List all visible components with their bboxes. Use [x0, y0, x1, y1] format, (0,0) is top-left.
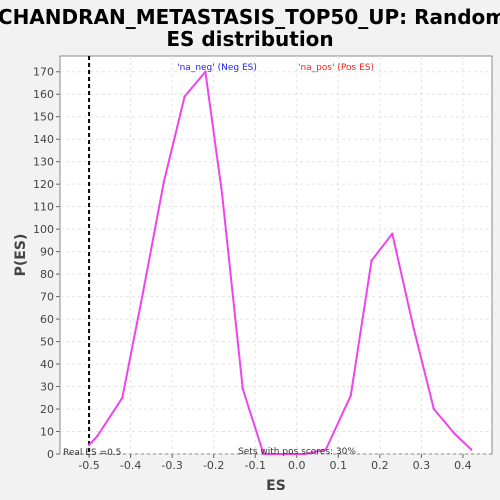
data-point	[411, 324, 415, 328]
data-point	[220, 191, 224, 195]
data-point	[87, 443, 91, 447]
x-tick-label: 0.1	[330, 459, 348, 472]
data-point	[349, 394, 352, 397]
y-tick-label: 140	[33, 133, 54, 146]
grid-lines	[60, 56, 492, 455]
x-tick-label: -0.4	[120, 459, 141, 472]
data-point	[204, 70, 207, 73]
data-point	[283, 452, 286, 456]
y-tick-label: 100	[33, 223, 54, 236]
y-tick-label: 90	[40, 246, 54, 259]
data-point	[121, 396, 124, 399]
y-tick-label: 160	[33, 88, 54, 101]
data-point	[370, 259, 373, 262]
x-tick-label: -0.2	[203, 459, 224, 472]
y-tick-label: 20	[40, 403, 54, 416]
y-tick-label: 70	[40, 291, 54, 304]
x-axis-ticks: -0.5 -0.4 -0.3 -0.2 -0.1 0.0 0.1 0.2 0.3 0.4	[78, 454, 472, 472]
y-tick-label: 130	[33, 156, 54, 169]
data-point	[470, 448, 473, 451]
y-tick-label: 0	[47, 448, 54, 461]
x-tick-label: 0.4	[454, 459, 472, 472]
x-tick-label: 0.3	[413, 459, 431, 472]
y-tick-label: 60	[40, 313, 54, 326]
data-point	[303, 452, 307, 456]
chart-title-line-2: ES distribution	[166, 27, 333, 51]
pos-scores-note: Sets with pos scores: 30%	[238, 447, 356, 457]
y-tick-label: 10	[40, 426, 54, 439]
data-point	[391, 232, 394, 235]
y-tick-label: 80	[40, 268, 54, 281]
y-tick-label: 170	[33, 66, 54, 79]
y-axis-ticks: 0 10 20 30 40 50 60 70 80 90 100 110 120 130 140 150 160…	[33, 66, 60, 461]
x-tick-label: 0.0	[288, 459, 306, 472]
data-point	[183, 95, 186, 98]
y-tick-label: 50	[40, 336, 54, 349]
x-tick-label: 0.2	[371, 459, 389, 472]
legend-pos: 'na_pos' (Pos ES)	[298, 63, 374, 73]
x-tick-label: -0.5	[78, 459, 99, 472]
y-tick-label: 110	[33, 201, 54, 214]
y-tick-label: 30	[40, 381, 54, 394]
data-point	[96, 434, 99, 438]
real-es-label: Real ES =0.5	[63, 448, 121, 458]
legend-neg: 'na_neg' (Neg ES)	[177, 63, 257, 73]
y-tick-label: 120	[33, 178, 54, 191]
es-density-line	[88, 70, 472, 455]
y-axis-title: P(ES)	[13, 234, 29, 277]
data-point	[162, 180, 166, 184]
data-point	[241, 387, 244, 390]
x-tick-label: -0.3	[161, 459, 182, 472]
plot-area	[59, 55, 493, 455]
data-point	[432, 407, 436, 411]
chart-title-line-1: CHANDRAN_METASTASIS_TOP50_UP: Random	[0, 5, 500, 29]
y-tick-label: 40	[40, 358, 54, 371]
data-point	[324, 448, 328, 451]
x-tick-label: -0.1	[244, 459, 265, 472]
x-axis-title: ES	[266, 478, 286, 494]
data-point	[141, 290, 145, 294]
data-point	[262, 452, 265, 456]
data-point	[453, 432, 456, 435]
data-points	[87, 70, 473, 456]
y-tick-label: 150	[33, 111, 54, 124]
